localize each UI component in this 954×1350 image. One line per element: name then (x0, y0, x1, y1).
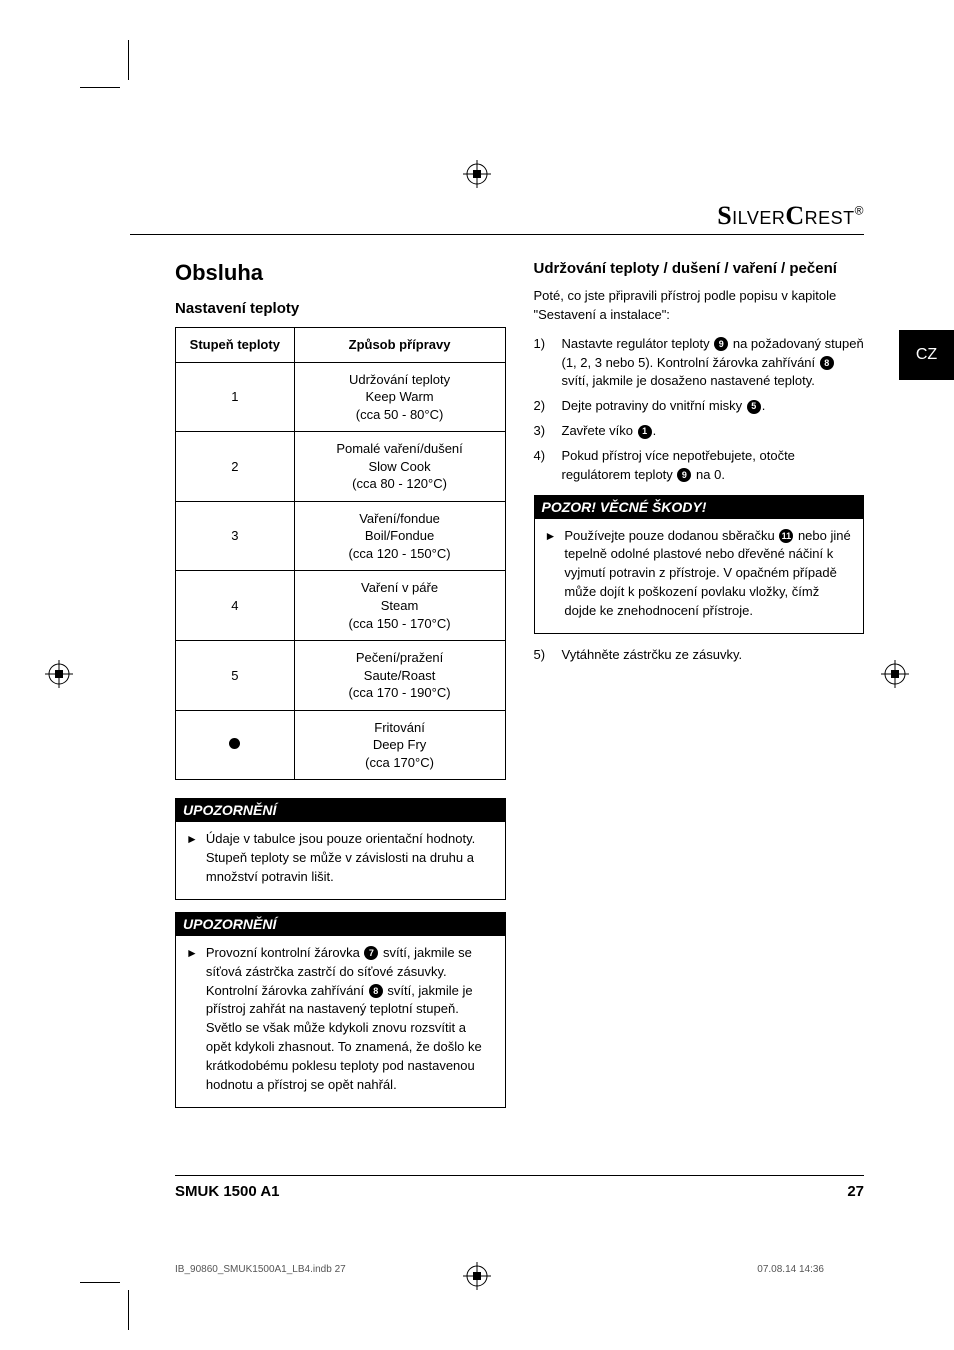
ref-icon: 8 (369, 984, 383, 998)
list-item: 5)Vytáhněte zástrčku ze zásuvky. (534, 646, 865, 665)
note-head: UPOZORNĚNÍ (175, 912, 506, 936)
note-text: Údaje v tabulce jsou pouze orientační ho… (206, 830, 495, 887)
arrow-icon: ► (186, 830, 198, 887)
reg-mark-left (45, 660, 73, 688)
language-tab: CZ (899, 330, 954, 380)
arrow-icon: ► (545, 527, 557, 621)
ref-icon: 5 (747, 400, 761, 414)
temperature-table: Stupeň teploty Způsob přípravy 1 Udržová… (175, 327, 506, 780)
ref-icon: 8 (820, 356, 834, 370)
note-head: UPOZORNĚNÍ (175, 798, 506, 822)
reg-mark-right (881, 660, 909, 688)
page-content: SilverCrest® CZ Obsluha Nastavení teplot… (130, 200, 864, 1200)
footer: SMUK 1500 A1 27 (175, 1183, 864, 1200)
ref-icon: 7 (364, 946, 378, 960)
table-row: 5 Pečení/praženíSaute/Roast(cca 170 - 19… (176, 641, 506, 711)
warning-text: Používejte pouze dodanou sběračku 11 neb… (564, 527, 853, 621)
brand-rule (130, 234, 864, 235)
brand-logo: SilverCrest® (717, 200, 864, 231)
list-item: 2)Dejte potraviny do vnitřní misky 5. (534, 397, 865, 416)
heading-nastaveni: Nastavení teploty (175, 300, 506, 317)
ref-icon: 1 (638, 425, 652, 439)
note-box-1: UPOZORNĚNÍ ► Údaje v tabulce jsou pouze … (175, 798, 506, 900)
table-row: 1 Udržování teplotyKeep Warm(cca 50 - 80… (176, 362, 506, 432)
list-item: 1)Nastavte regulátor teploty 9 na požado… (534, 335, 865, 392)
table-row: 2 Pomalé vaření/dušeníSlow Cook(cca 80 -… (176, 432, 506, 502)
left-column: Obsluha Nastavení teploty Stupeň teploty… (175, 260, 506, 1120)
list-item: 3)Zavřete víko 1. (534, 422, 865, 441)
meta-date: 07.08.14 14:36 (757, 1264, 824, 1275)
intro-paragraph: Poté, co jste připravili přístroj podle … (534, 287, 865, 325)
table-row: FritováníDeep Fry(cca 170°C) (176, 710, 506, 780)
footer-rule (175, 1175, 864, 1176)
heading-obsluha: Obsluha (175, 260, 506, 286)
ref-icon: 9 (677, 468, 691, 482)
arrow-icon: ► (186, 944, 198, 1095)
reg-mark-top (463, 160, 491, 188)
list-item: 4)Pokud přístroj více nepotřebujete, oto… (534, 447, 865, 485)
warning-box: POZOR! VĚCNÉ ŠKODY! ► Používejte pouze d… (534, 495, 865, 634)
warning-head: POZOR! VĚCNÉ ŠKODY! (534, 495, 865, 519)
note-box-2: UPOZORNĚNÍ ► Provozní kontrolní žárovka … (175, 912, 506, 1108)
note-text: Provozní kontrolní žárovka 7 svítí, jakm… (206, 944, 495, 1095)
print-metadata: IB_90860_SMUK1500A1_LB4.indb 27 07.08.14… (175, 1264, 824, 1275)
deep-fry-dot-icon (229, 738, 240, 749)
ref-icon: 11 (779, 529, 793, 543)
table-row: 4 Vaření v pářeSteam(cca 150 - 170°C) (176, 571, 506, 641)
th-method: Způsob přípravy (294, 328, 505, 363)
steps-list-2: 5)Vytáhněte zástrčku ze zásuvky. (534, 646, 865, 665)
table-row: 3 Vaření/fondueBoil/Fondue(cca 120 - 150… (176, 501, 506, 571)
footer-page: 27 (847, 1183, 864, 1200)
ref-icon: 9 (714, 337, 728, 351)
footer-model: SMUK 1500 A1 (175, 1183, 280, 1200)
meta-file: IB_90860_SMUK1500A1_LB4.indb 27 (175, 1264, 346, 1275)
heading-udrzovani: Udržování teploty / dušení / vaření / pe… (534, 260, 865, 277)
right-column: Udržování teploty / dušení / vaření / pe… (534, 260, 865, 1120)
th-level: Stupeň teploty (176, 328, 295, 363)
steps-list: 1)Nastavte regulátor teploty 9 na požado… (534, 335, 865, 485)
